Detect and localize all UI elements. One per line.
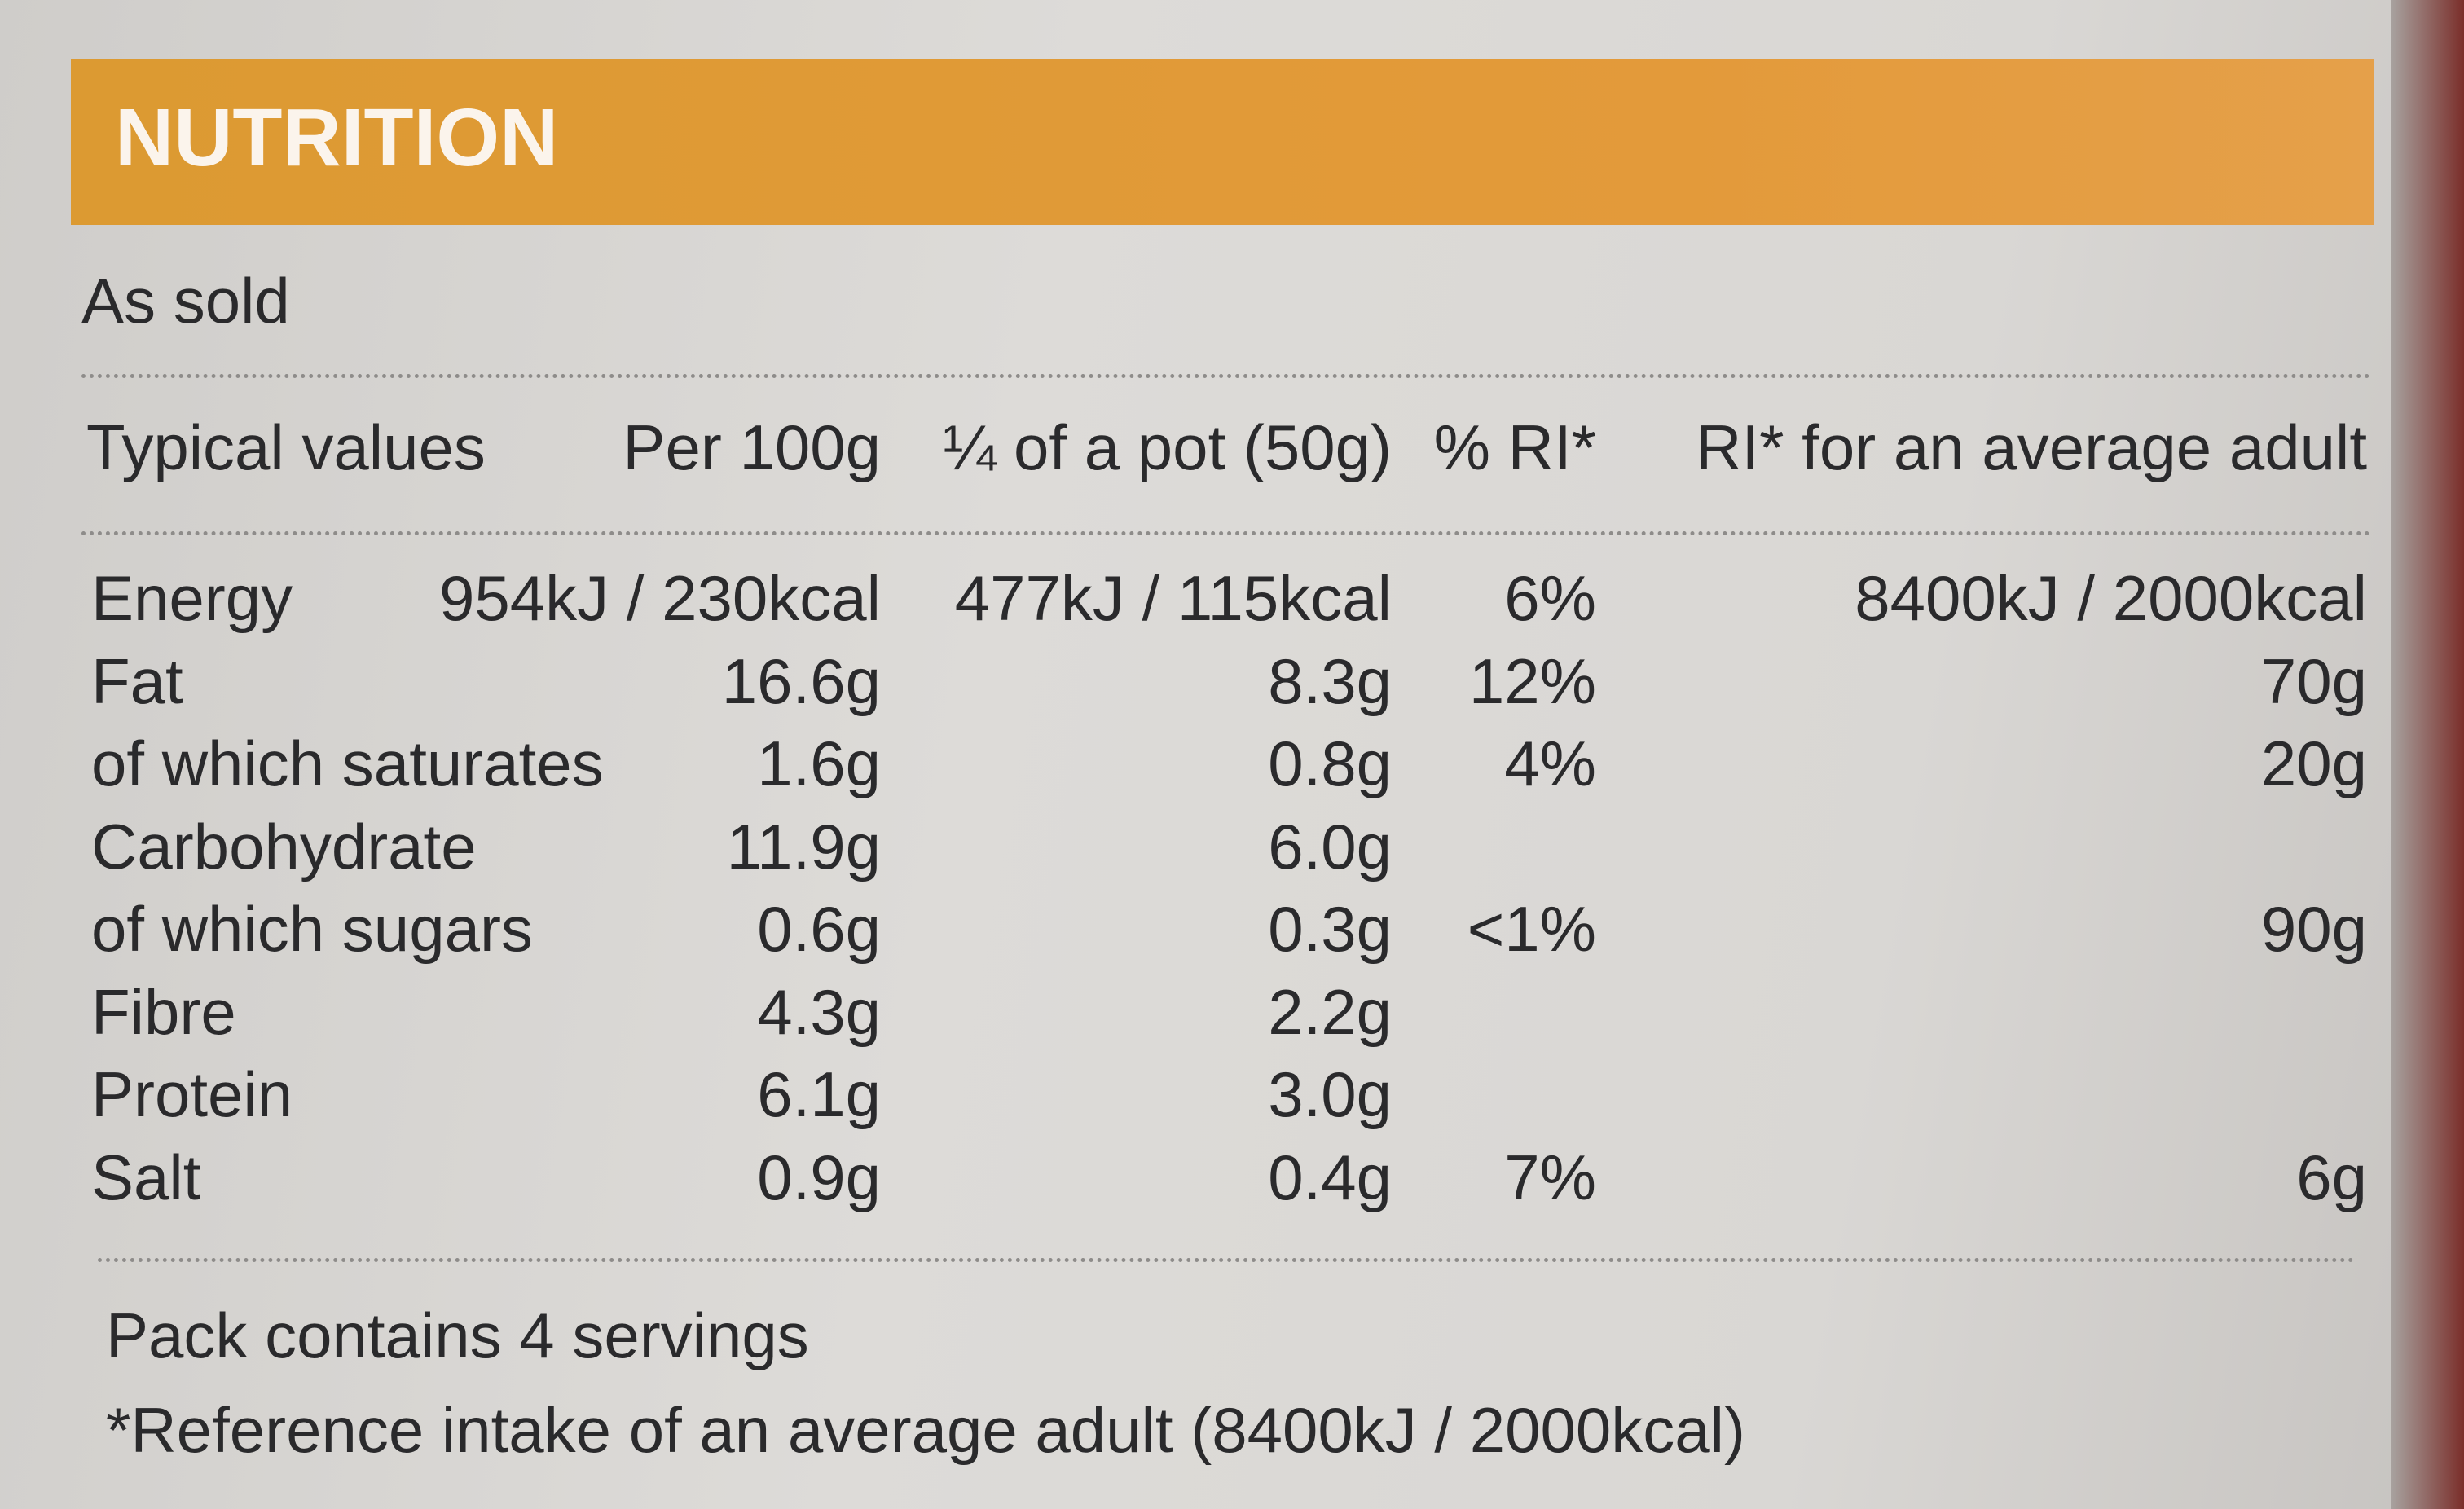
ri-percent-cell: 4% bbox=[1504, 728, 1596, 799]
servings-note: Pack contains 4 servings bbox=[106, 1300, 809, 1371]
divider bbox=[81, 374, 2371, 378]
ri-percent-cell: 7% bbox=[1504, 1141, 1596, 1213]
ri-adult-cell: 8400kJ / 2000kcal bbox=[1855, 562, 2367, 634]
nutrient-header: Typical values bbox=[86, 411, 486, 483]
per-serving-cell: 3.0g bbox=[1268, 1058, 1392, 1130]
nutrient-cell: of which saturates bbox=[91, 728, 604, 799]
ri-percent-header: % RI* bbox=[1433, 411, 1596, 483]
per-serving-cell: 0.4g bbox=[1268, 1141, 1392, 1213]
per-serving-cell: 477kJ / 115kcal bbox=[954, 562, 1392, 634]
per-100g-cell: 954kJ / 230kcal bbox=[438, 562, 881, 634]
ri-adult-cell: 70g bbox=[2260, 645, 2367, 717]
package-edge bbox=[2391, 0, 2464, 1509]
ri-adult-cell: 6g bbox=[2296, 1141, 2367, 1213]
per-serving-cell: 0.8g bbox=[1268, 728, 1392, 799]
per-100g-cell: 4.3g bbox=[757, 975, 881, 1048]
reference-note: *Reference intake of an average adult (8… bbox=[106, 1394, 1745, 1466]
title: NUTRITION bbox=[115, 92, 559, 183]
nutrient-cell: Fibre bbox=[91, 975, 236, 1048]
nutrient-cell: Energy bbox=[91, 562, 293, 634]
per-serving-cell: 0.3g bbox=[1268, 893, 1392, 965]
per-100g-cell: 0.6g bbox=[757, 893, 881, 965]
ri-percent-cell: 6% bbox=[1504, 562, 1596, 634]
per-100g-cell: 11.9g bbox=[726, 810, 881, 882]
ri-adult-cell: 20g bbox=[2260, 728, 2367, 799]
per-100g-cell: 1.6g bbox=[757, 728, 881, 799]
nutrient-cell: Carbohydrate bbox=[91, 810, 477, 882]
divider bbox=[98, 1258, 2355, 1262]
per-100g-cell: 0.9g bbox=[757, 1141, 881, 1213]
ri-percent-cell: 12% bbox=[1468, 645, 1596, 717]
per-serving-cell: 6.0g bbox=[1268, 810, 1392, 882]
per-100g-header: Per 100g bbox=[623, 411, 881, 483]
ri-percent-cell: <1% bbox=[1467, 893, 1596, 965]
ri-adult-cell: 90g bbox=[2260, 893, 2367, 965]
nutrient-cell: Salt bbox=[91, 1141, 201, 1213]
per-100g-cell: 6.1g bbox=[757, 1058, 881, 1130]
nutrient-cell: Protein bbox=[91, 1058, 293, 1130]
ri-adult-header: RI* for an average adult bbox=[1696, 411, 2367, 483]
per-serving-header: ¼ of a pot (50g) bbox=[943, 411, 1392, 483]
per-100g-cell: 16.6g bbox=[721, 645, 881, 717]
nutrient-cell: of which sugars bbox=[91, 893, 533, 965]
subtitle: As sold bbox=[81, 265, 290, 337]
nutrient-cell: Fat bbox=[91, 645, 183, 717]
per-serving-cell: 8.3g bbox=[1268, 645, 1392, 717]
per-serving-cell: 2.2g bbox=[1268, 975, 1392, 1048]
divider bbox=[81, 531, 2371, 535]
header-band bbox=[71, 59, 2374, 225]
